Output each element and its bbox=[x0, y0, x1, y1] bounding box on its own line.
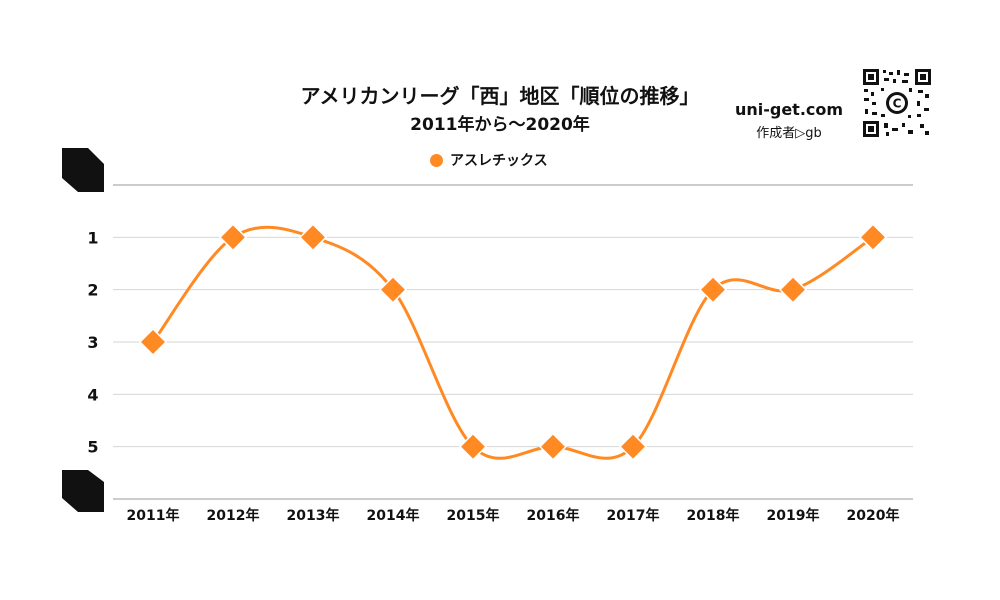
x-tick-label: 2014年 bbox=[367, 507, 420, 524]
x-tick-label: 2011年 bbox=[127, 507, 180, 524]
y-corner-icons bbox=[62, 148, 104, 512]
legend: アスレチックス bbox=[430, 150, 548, 170]
x-tick-label: 2017年 bbox=[607, 507, 660, 524]
data-point bbox=[298, 223, 328, 252]
y-tick-label: 4 bbox=[87, 385, 98, 404]
y-tick-label: 1 bbox=[87, 228, 98, 247]
x-tick-label: 2012年 bbox=[207, 507, 260, 524]
data-point bbox=[778, 275, 808, 304]
corner-icon-top bbox=[62, 148, 104, 192]
chart-subtitle: 2011年から〜2020年 bbox=[410, 115, 590, 135]
corner-icon-bottom bbox=[62, 470, 104, 512]
x-tick-label: 2018年 bbox=[687, 507, 740, 524]
series-line bbox=[151, 225, 874, 460]
data-point bbox=[618, 432, 648, 461]
x-tick-label: 2013年 bbox=[287, 507, 340, 524]
y-tick-label: 5 bbox=[87, 438, 98, 457]
y-tick-label: 3 bbox=[87, 333, 98, 352]
data-point bbox=[218, 223, 248, 252]
data-point bbox=[698, 275, 728, 304]
data-point bbox=[378, 275, 408, 304]
data-point bbox=[138, 327, 168, 357]
qr-code-icon: C bbox=[862, 68, 932, 138]
author-credit: 作成者▷gb bbox=[756, 126, 822, 141]
x-tick-label: 2016年 bbox=[527, 507, 580, 524]
data-point bbox=[538, 432, 568, 461]
x-tick-label: 2020年 bbox=[847, 507, 900, 524]
legend-marker bbox=[430, 153, 443, 167]
data-point bbox=[858, 223, 888, 252]
data-point bbox=[458, 432, 488, 461]
site-name: uni-get.com bbox=[734, 100, 844, 119]
y-tick-label: 2 bbox=[87, 281, 98, 300]
x-tick-label: 2015年 bbox=[447, 507, 500, 524]
legend-label: アスレチックス bbox=[450, 153, 548, 169]
x-tick-label: 2019年 bbox=[767, 507, 820, 524]
chart-title: アメリカンリーグ「西」地区「順位の推移」 bbox=[300, 84, 700, 108]
svg-text:C: C bbox=[893, 97, 902, 111]
